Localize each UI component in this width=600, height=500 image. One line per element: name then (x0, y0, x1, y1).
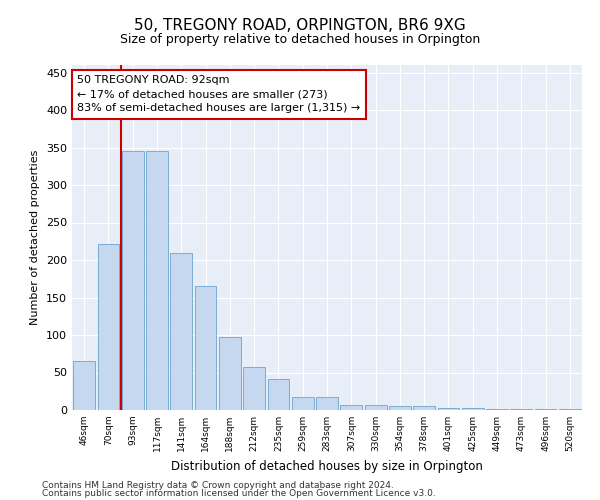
Bar (146, 152, 168, 410)
Bar (462, 408, 484, 410)
Text: Contains HM Land Registry data © Crown copyright and database right 2024.: Contains HM Land Registry data © Crown c… (42, 480, 394, 490)
Bar (219, 337, 241, 410)
Bar (535, 409, 556, 410)
Bar (73, 361, 95, 410)
Bar (559, 409, 581, 410)
Bar (437, 408, 460, 410)
Bar (511, 409, 532, 410)
Text: Size of property relative to detached houses in Orpington: Size of property relative to detached ho… (120, 32, 480, 46)
Bar (97, 244, 119, 410)
Bar (389, 406, 411, 410)
Text: 50 TREGONY ROAD: 92sqm
← 17% of detached houses are smaller (273)
83% of semi-de: 50 TREGONY ROAD: 92sqm ← 17% of detached… (77, 76, 361, 114)
Bar (365, 405, 386, 410)
Bar (194, 286, 217, 410)
Bar (413, 406, 435, 410)
Bar (486, 409, 508, 410)
Text: 50, TREGONY ROAD, ORPINGTON, BR6 9XG: 50, TREGONY ROAD, ORPINGTON, BR6 9XG (134, 18, 466, 32)
Bar (122, 152, 143, 410)
Bar (243, 367, 265, 410)
Y-axis label: Number of detached properties: Number of detached properties (31, 150, 40, 325)
Bar (170, 252, 192, 410)
Bar (340, 405, 362, 410)
Bar (268, 378, 289, 410)
X-axis label: Distribution of detached houses by size in Orpington: Distribution of detached houses by size … (171, 460, 483, 472)
Text: Contains public sector information licensed under the Open Government Licence v3: Contains public sector information licen… (42, 489, 436, 498)
Bar (292, 396, 314, 410)
Bar (316, 396, 338, 410)
